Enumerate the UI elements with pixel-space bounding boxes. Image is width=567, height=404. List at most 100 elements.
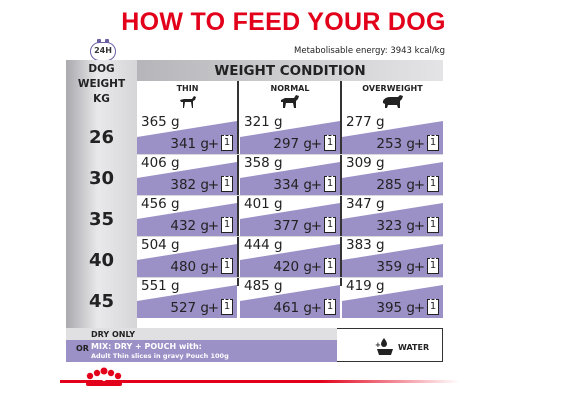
weight-kg: 40 — [88, 250, 115, 271]
mix-band — [240, 203, 340, 236]
mix-band — [342, 162, 443, 195]
plus-sign: + — [310, 300, 322, 316]
plus-sign: + — [310, 136, 322, 152]
energy-note: Metabolisable energy: 3943 kcal/kg — [294, 46, 445, 56]
pouch-icon: 1 — [324, 217, 336, 233]
table-cell: 401 g 377 g +1 — [240, 195, 340, 236]
plus-sign: + — [207, 136, 219, 152]
mix-band — [342, 203, 443, 236]
clock-24h-icon: 24H — [90, 39, 116, 61]
table-cell: 406 g 382 g +1 — [137, 154, 237, 195]
water-box: + WATER — [337, 328, 443, 362]
mix-band — [137, 203, 237, 236]
mix-amount: 382 g — [170, 177, 209, 193]
column-header-overweight: OVERWEIGHT — [342, 81, 443, 113]
mix-amount: 480 g — [170, 259, 209, 275]
weight-header: DOG WEIGHT KG — [77, 63, 126, 105]
mix-band — [342, 121, 443, 154]
mix-band — [240, 285, 340, 318]
plus-sign: + — [413, 259, 425, 275]
pouch-icon: 1 — [324, 258, 336, 274]
mix-amount: 432 g — [170, 218, 209, 234]
dry-amount: 383 g — [346, 237, 385, 253]
plus-sign: + — [413, 218, 425, 234]
plus-sign: + — [207, 177, 219, 193]
weight-kg: 45 — [88, 291, 115, 312]
legend-mix: MIX: DRY + POUCH with: — [91, 342, 202, 351]
table-cell: 365 g 341 g +1 — [137, 113, 237, 154]
dry-amount: 321 g — [244, 114, 283, 130]
plus-sign: + — [207, 300, 219, 316]
legend-mix-detail: Adult Thin slices in gravy Pouch 100g — [91, 352, 229, 360]
legend-dry-swatch — [66, 328, 337, 340]
table-cell: 551 g 527 g +1 — [137, 277, 237, 318]
pouch-icon: 1 — [427, 258, 439, 274]
mix-amount: 359 g — [376, 259, 415, 275]
pouch-icon: 1 — [324, 176, 336, 192]
plus-sign: + — [413, 136, 425, 152]
table-cell: 277 g 253 g +1 — [342, 113, 443, 154]
mix-amount: 285 g — [376, 177, 415, 193]
row-divider — [137, 277, 443, 278]
legend: DRY ONLY OR MIX: DRY + POUCH with: Adult… — [66, 328, 443, 362]
legend-dry-only: DRY ONLY — [91, 330, 136, 339]
weight-kg: 35 — [88, 209, 115, 230]
mix-amount: 420 g — [273, 259, 312, 275]
mix-band — [342, 285, 443, 318]
mix-band — [137, 285, 237, 318]
normal-dog-icon — [281, 95, 299, 108]
table-cell: 485 g 461 g +1 — [240, 277, 340, 318]
mix-amount: 253 g — [376, 136, 415, 152]
plus-sign: + — [310, 177, 322, 193]
pouch-icon: 1 — [427, 135, 439, 151]
mix-band — [240, 121, 340, 154]
pouch-icon: 1 — [221, 299, 233, 315]
plus-sign: + — [413, 177, 425, 193]
weight-kg: 26 — [88, 127, 115, 148]
table-cell: 504 g 480 g +1 — [137, 236, 237, 277]
table-cell: 419 g 395 g +1 — [342, 277, 443, 318]
page-title: HOW TO FEED YOUR DOG — [121, 8, 446, 36]
weight-condition-header: WEIGHT CONDITION — [137, 60, 443, 81]
thin-dog-icon — [179, 96, 196, 108]
pouch-icon: 1 — [221, 135, 233, 151]
mix-band — [137, 244, 237, 277]
table-cell: 347 g 323 g +1 — [342, 195, 443, 236]
column-divider — [237, 81, 239, 286]
dry-amount: 419 g — [346, 278, 385, 294]
row-divider — [137, 154, 443, 155]
dry-amount: 401 g — [244, 196, 283, 212]
pouch-icon: 1 — [427, 176, 439, 192]
plus-sign: + — [310, 218, 322, 234]
mix-amount: 527 g — [170, 300, 209, 316]
mix-amount: 297 g — [273, 136, 312, 152]
plus-sign: + — [413, 300, 425, 316]
legend-mix-swatch — [66, 340, 337, 362]
royal-canin-crown-icon — [86, 367, 122, 386]
legend-water: WATER — [398, 343, 430, 352]
dry-amount: 358 g — [244, 155, 283, 171]
table-cell: 321 g 297 g +1 — [240, 113, 340, 154]
column-header-normal: NORMAL — [240, 81, 340, 113]
plus-sign: + — [310, 259, 322, 275]
mix-band — [240, 244, 340, 277]
pouch-icon: 1 — [427, 217, 439, 233]
pouch-icon: 1 — [221, 217, 233, 233]
column-header-thin: THIN — [137, 81, 238, 113]
row-divider — [137, 195, 443, 196]
dry-amount: 406 g — [141, 155, 180, 171]
svg-text:+: + — [375, 341, 381, 349]
weight-column: DOG WEIGHT KG 26 30 35 40 45 — [66, 60, 137, 328]
pouch-icon: 1 — [427, 299, 439, 315]
water-bowl-icon: + — [375, 338, 393, 355]
mix-band — [137, 162, 237, 195]
dry-amount: 365 g — [141, 114, 180, 130]
pouch-icon: 1 — [221, 258, 233, 274]
mix-amount: 395 g — [376, 300, 415, 316]
legend-or: OR — [76, 344, 89, 353]
plus-sign: + — [207, 259, 219, 275]
mix-amount: 323 g — [376, 218, 415, 234]
table-cell: 358 g 334 g +1 — [240, 154, 340, 195]
dry-amount: 444 g — [244, 237, 283, 253]
weight-kg: 30 — [88, 168, 115, 189]
